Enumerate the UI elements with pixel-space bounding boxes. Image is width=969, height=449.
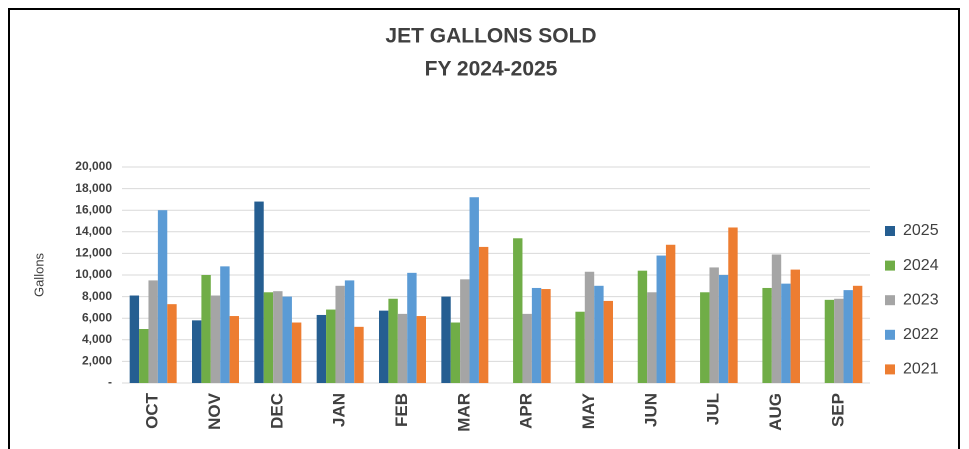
bar [478, 246, 489, 383]
bar [397, 313, 408, 383]
bar [167, 304, 177, 383]
x-tick-label: SEP [828, 393, 847, 427]
legend-label: 2023 [903, 291, 939, 308]
legend-label: 2025 [903, 222, 939, 239]
bar [575, 311, 585, 383]
bar [728, 227, 738, 383]
y-tick-label: 20,000 [75, 159, 112, 173]
y-tick-label: 4,000 [82, 332, 112, 346]
bar [139, 329, 149, 383]
y-tick-label: 16,000 [75, 202, 112, 216]
x-tick-label: FEB [392, 393, 411, 427]
bar [157, 210, 168, 383]
legend-swatch [885, 364, 895, 375]
bar [407, 272, 417, 383]
bar [771, 254, 782, 383]
bar [344, 280, 355, 383]
bar [460, 279, 470, 383]
bar [834, 298, 844, 383]
bar [441, 296, 451, 383]
bar [665, 244, 676, 383]
y-tick-label: 18,000 [75, 181, 112, 195]
frame [8, 8, 960, 449]
legend-swatch [885, 329, 895, 340]
bar [316, 314, 327, 383]
x-tick-label: JUN [641, 393, 660, 427]
bar [416, 316, 426, 383]
bar [700, 292, 710, 383]
bar [824, 299, 835, 383]
bar [201, 275, 211, 383]
bar [709, 267, 719, 383]
bar [354, 326, 364, 383]
x-tick-label: MAY [579, 392, 598, 429]
legend-label: 2021 [903, 361, 939, 378]
legend-swatch [885, 226, 895, 236]
bar [388, 298, 398, 383]
bar [291, 322, 302, 383]
bar [148, 280, 158, 383]
bar [584, 271, 595, 383]
x-tick-label: AUG [766, 393, 785, 431]
x-tick-label: JAN [330, 393, 349, 427]
x-tick-label: JUL [704, 393, 723, 425]
y-tick-label: 6,000 [82, 310, 112, 324]
y-axis-label: Gallons [31, 252, 46, 297]
bar [843, 290, 853, 383]
y-tick-label: 10,000 [75, 267, 112, 281]
bar [469, 197, 479, 383]
bar [379, 310, 389, 383]
y-tick-label: - [108, 375, 112, 389]
bar [192, 320, 202, 383]
y-tick-label: 14,000 [75, 224, 112, 238]
chart-subtitle: FY 2024-2025 [425, 58, 558, 81]
bar [450, 322, 461, 383]
bar [656, 255, 666, 383]
chart-title: JET GALLONS SOLD [385, 25, 596, 48]
x-tick-label: DEC [267, 393, 286, 429]
bar [594, 285, 604, 383]
x-tick-label: OCT [143, 392, 162, 429]
x-tick-label: APR [517, 393, 536, 429]
bar [603, 300, 613, 383]
legend-swatch [885, 260, 895, 271]
bar [781, 283, 791, 383]
bar [790, 269, 800, 383]
legend-swatch [885, 295, 895, 306]
y-tick-label: 12,000 [75, 246, 112, 260]
bar [282, 296, 292, 383]
bar [637, 270, 648, 383]
bar [335, 285, 345, 383]
bar [229, 316, 239, 383]
bar [210, 295, 221, 383]
bar [129, 295, 140, 383]
y-tick-label: 8,000 [82, 289, 112, 303]
x-tick-label: MAR [454, 393, 473, 432]
bar [541, 289, 551, 383]
bar [513, 238, 523, 383]
legend-label: 2022 [903, 326, 939, 343]
bar [263, 292, 274, 383]
bar [647, 292, 657, 383]
x-tick-label: NOV [205, 392, 224, 430]
bar [522, 313, 532, 383]
bar [220, 266, 230, 383]
bar [852, 285, 863, 383]
bar [718, 275, 729, 383]
bar [531, 287, 542, 383]
bar [326, 309, 336, 383]
legend-label: 2024 [903, 257, 939, 274]
bar [762, 287, 772, 383]
y-tick-label: 2,000 [82, 354, 112, 368]
bar [254, 201, 264, 383]
bar [273, 291, 283, 383]
